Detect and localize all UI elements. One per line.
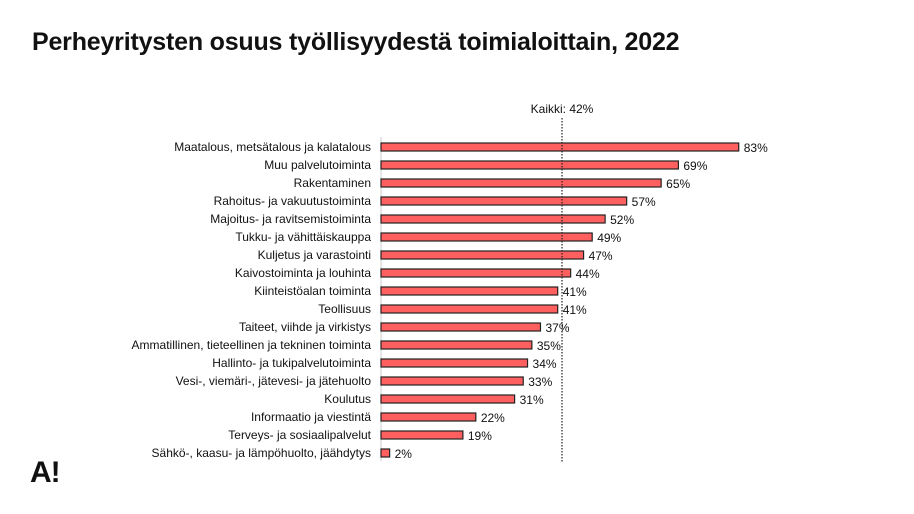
category-label: Hallinto- ja tukipalvelutoiminta — [212, 356, 371, 370]
data-label: 52% — [610, 213, 634, 227]
data-label: 34% — [533, 357, 557, 371]
reference-line-label: Kaikki: 42% — [531, 102, 594, 116]
chart-title: Perheyritysten osuus työllisyydestä toim… — [32, 28, 680, 56]
bar — [380, 160, 679, 170]
bar — [380, 178, 662, 188]
category-label: Sähkö-, kaasu- ja lämpöhuolto, jäähdytys — [152, 446, 371, 460]
data-label: 57% — [632, 195, 656, 209]
data-label: 83% — [744, 141, 768, 155]
bar — [380, 412, 477, 422]
category-label: Muu palvelutoiminta — [264, 158, 371, 172]
bar — [380, 286, 559, 296]
category-label: Ammatillinen, tieteellinen ja tekninen t… — [132, 338, 372, 352]
bar — [380, 376, 524, 386]
data-label: 41% — [563, 303, 587, 317]
bar — [380, 448, 391, 458]
category-label: Vesi-, viemäri-, jätevesi- ja jätehuolto — [176, 374, 372, 388]
bar — [380, 358, 529, 368]
bar — [380, 196, 628, 206]
data-label: 35% — [537, 339, 561, 353]
bar — [380, 430, 464, 440]
data-label: 47% — [589, 249, 613, 263]
category-label: Rahoitus- ja vakuutustoiminta — [214, 194, 372, 208]
data-label: 49% — [597, 231, 621, 245]
category-label: Majoitus- ja ravitsemistoiminta — [210, 212, 371, 226]
category-label: Tukku- ja vähittäiskauppa — [235, 230, 371, 244]
category-label: Rakentaminen — [294, 176, 371, 190]
category-label: Teollisuus — [318, 302, 371, 316]
bar — [380, 232, 593, 242]
category-label: Kaivostoiminta ja louhinta — [235, 266, 371, 280]
bar — [380, 250, 585, 260]
data-label: 37% — [545, 321, 569, 335]
category-label: Terveys- ja sosiaalipalvelut — [228, 428, 371, 442]
data-label: 33% — [528, 375, 552, 389]
data-label: 65% — [666, 177, 690, 191]
bar — [380, 304, 559, 314]
category-label: Taiteet, viihde ja virkistys — [239, 320, 371, 334]
bar — [380, 268, 572, 278]
data-label: 31% — [520, 393, 544, 407]
category-label: Informaatio ja viestintä — [251, 410, 371, 424]
bar — [380, 340, 533, 350]
data-label: 41% — [563, 285, 587, 299]
bar — [380, 214, 606, 224]
bar — [380, 322, 542, 332]
data-label: 44% — [576, 267, 600, 281]
aalto-logo: A! — [30, 456, 61, 489]
category-label: Koulutus — [324, 392, 371, 406]
data-label: 2% — [395, 447, 413, 461]
data-label: 22% — [481, 411, 505, 425]
bar — [380, 394, 516, 404]
data-label: 19% — [468, 429, 492, 443]
category-label: Kiinteistöalan toiminta — [254, 284, 371, 298]
bar — [380, 142, 740, 152]
data-label: 69% — [683, 159, 707, 173]
category-label: Kuljetus ja varastointi — [258, 248, 371, 262]
category-label: Maatalous, metsätalous ja kalatalous — [174, 140, 371, 154]
